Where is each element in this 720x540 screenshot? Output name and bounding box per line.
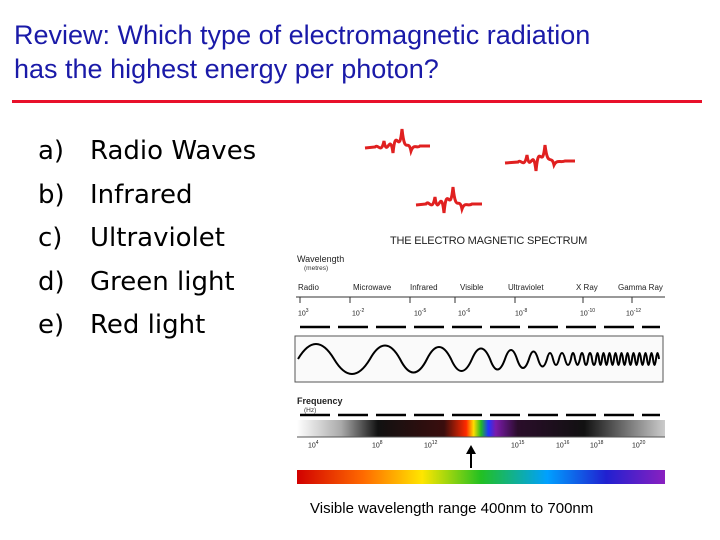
visible-rainbow-band xyxy=(297,470,665,484)
title-line-1: Review: Which type of electromagnetic ra… xyxy=(14,20,591,50)
option-e: e) Red light xyxy=(38,304,256,348)
band-visible: Visible xyxy=(460,283,484,292)
title-line-2: has the highest energy per photon? xyxy=(14,54,439,84)
arrow-head-icon xyxy=(466,445,476,454)
option-letter: e) xyxy=(38,310,65,340)
frequency-bar xyxy=(297,420,665,437)
option-letter: d) xyxy=(38,266,65,297)
frequency-tick: 1018 xyxy=(590,440,604,450)
frequency-tick: 104 xyxy=(308,440,319,450)
option-a: a) Radio Waves xyxy=(38,130,256,174)
frequency-tick: 1015 xyxy=(511,440,525,450)
frequency-tick: 108 xyxy=(372,440,383,450)
slide-title: Review: Which type of electromagnetic ra… xyxy=(14,18,714,86)
option-text: Ultraviolet xyxy=(90,223,226,253)
em-spectrum-graphic xyxy=(294,128,665,484)
chirp-wave xyxy=(297,343,660,375)
wavelength-scale xyxy=(299,297,633,303)
spectrum-title: THE ELECTRO MAGNETIC SPECTRUM xyxy=(390,235,588,247)
band-xray: X Ray xyxy=(576,283,598,292)
wavelength-tick: 10-6 xyxy=(458,308,471,318)
wave-packet-2 xyxy=(504,144,575,172)
band-infrared: Infrared xyxy=(410,283,438,292)
band-microwave: Microwave xyxy=(353,283,392,292)
option-text: Red light xyxy=(90,310,206,340)
option-b: b) Infrared xyxy=(38,174,256,218)
wavelength-tick: 10-2 xyxy=(352,308,365,318)
title-underline xyxy=(12,100,702,103)
visible-range-caption: Visible wavelength range 400nm to 700nm xyxy=(310,500,594,517)
frequency-tick: 1012 xyxy=(424,440,438,450)
wave-packet-1 xyxy=(364,128,430,157)
wavelength-tick: 10-12 xyxy=(626,308,642,318)
band-ultraviolet: Ultraviolet xyxy=(508,283,544,292)
option-text: Green light xyxy=(90,266,235,297)
option-letter: c) xyxy=(38,223,63,253)
wavelength-tick: 10-5 xyxy=(414,308,427,318)
frequency-tick: 1020 xyxy=(632,440,646,450)
wavelength-label: Wavelength xyxy=(297,254,345,264)
wavelength-tick: 103 xyxy=(298,308,309,318)
wavelength-tick: 10-10 xyxy=(580,308,596,318)
option-letter: b) xyxy=(38,179,65,210)
wave-packet-3 xyxy=(415,186,482,215)
frequency-units: (Hz) xyxy=(304,407,317,414)
answer-options: a) Radio Waves b) Infrared c) Ultraviolet d… xyxy=(38,130,256,348)
wavelength-units: (metres) xyxy=(304,265,329,272)
frequency-tick: 1016 xyxy=(556,440,570,450)
option-letter: a) xyxy=(38,136,65,166)
option-text: Radio Waves xyxy=(90,136,257,166)
frequency-label: Frequency xyxy=(297,396,343,406)
wavelength-tick: 10-8 xyxy=(515,308,528,318)
band-radio: Radio xyxy=(298,283,319,292)
band-gamma-ray: Gamma Ray xyxy=(618,283,663,292)
em-spectrum-figure: THE ELECTRO MAGNETIC SPECTRUM Wavelength… xyxy=(280,115,710,530)
option-d: d) Green light xyxy=(38,261,256,305)
option-text: Infrared xyxy=(90,179,193,210)
option-c: c) Ultraviolet xyxy=(38,217,256,261)
